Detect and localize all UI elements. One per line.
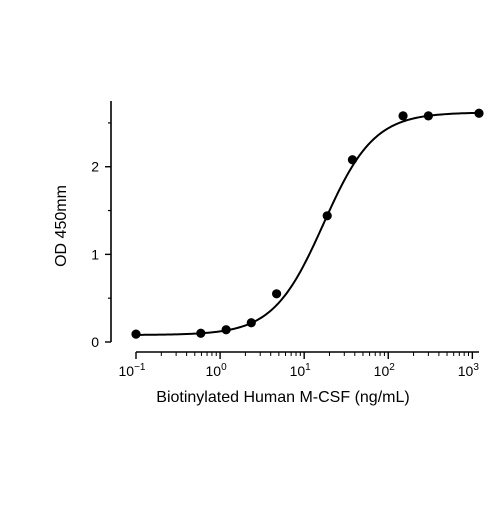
y-tick-label: 2 <box>91 159 99 175</box>
data-point <box>322 211 332 221</box>
x-tick-label: 103 <box>458 362 480 379</box>
y-axis-label: OD 450mm <box>53 185 70 267</box>
y-tick-label: 1 <box>91 246 99 262</box>
x-tick-label: 100 <box>206 362 228 379</box>
fit-curve <box>135 111 480 336</box>
fit-curve-layer <box>135 111 480 336</box>
axes-layer: 0 1 2 10−1 100 101 102 103 <box>91 101 479 379</box>
x-tick-label: 10−1 <box>119 362 146 379</box>
data-point <box>221 325 231 335</box>
x-tick-label: 101 <box>290 362 312 379</box>
data-point <box>271 289 282 299</box>
data-point <box>398 111 408 121</box>
x-tick-label: 102 <box>374 362 396 379</box>
data-point <box>423 111 433 121</box>
data-point <box>196 328 206 338</box>
y-tick-label: 0 <box>91 334 99 350</box>
data-point <box>246 318 256 328</box>
data-point <box>347 155 358 165</box>
data-points-layer <box>131 108 484 339</box>
data-point <box>474 108 484 118</box>
x-axis-label: Biotinylated Human M-CSF (ng/mL) <box>156 389 409 406</box>
data-point <box>131 329 141 339</box>
